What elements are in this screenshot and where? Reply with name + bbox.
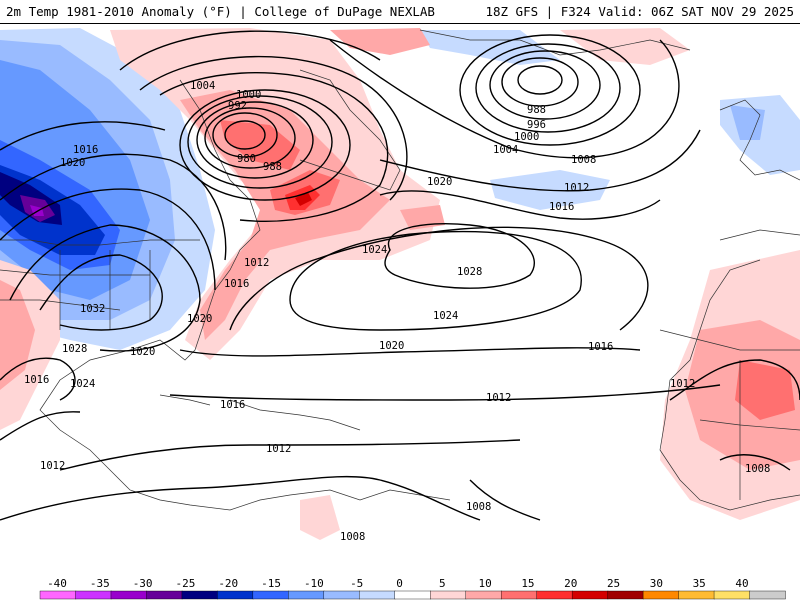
colorbar: -40 -35 -30 -25 -20 -15 -10 -5 0 5 10 15 20 25 30 35 40	[0, 576, 800, 600]
colorbar-tick-label: 0	[396, 577, 403, 590]
colorbar-swatch	[217, 590, 254, 600]
colorbar-swatch	[359, 590, 396, 600]
colorbar-swatch	[288, 590, 325, 600]
colorbar-tick-label: -25	[175, 577, 196, 590]
isobar-label: 1012	[564, 182, 589, 194]
isobars	[0, 30, 800, 521]
colorbar-swatch	[323, 590, 360, 600]
isobar-label: 1000	[236, 89, 261, 101]
isobar-label: 1028	[62, 343, 87, 355]
warm-anomaly-shading	[0, 28, 800, 540]
colorbar-swatch	[39, 590, 77, 600]
isobar-label: 1016	[220, 399, 245, 411]
colorbar-rects	[39, 590, 786, 600]
colorbar-swatch	[749, 590, 786, 600]
isobar-label: 992	[228, 100, 247, 112]
isobar-label: 996	[527, 119, 546, 131]
colorbar-tick-label: 30	[649, 577, 663, 590]
isobar-label: 1012	[486, 392, 511, 404]
map-header: 2m Temp 1981-2010 Anomaly (°F) | College…	[0, 0, 800, 24]
colorbar-swatch	[678, 590, 715, 600]
colorbar-swatch	[146, 590, 183, 600]
colorbar-tick-label: 25	[606, 577, 621, 590]
isobar-label: 1020	[187, 313, 212, 325]
colorbar-swatch	[713, 590, 751, 600]
isobar-label: 1016	[73, 144, 98, 156]
coastlines	[0, 29, 800, 511]
colorbar-tick-label: -40	[47, 577, 67, 590]
isobar-label: 1000	[514, 131, 539, 143]
colorbar-tick-label: -5	[350, 577, 364, 590]
isobar-label: 1008	[466, 501, 491, 513]
isobar-label: 1012	[244, 257, 269, 269]
isobar-label: 1028	[457, 266, 482, 278]
isobar-label: 1020	[130, 346, 155, 358]
colorbar-swatch	[252, 590, 290, 600]
isobar-label: 1020	[427, 176, 452, 188]
colorbar-tick-label: -15	[261, 577, 281, 590]
colorbar-tick-label: 35	[692, 577, 706, 590]
isobar-label: 1012	[266, 443, 291, 455]
colorbar-tick-label: 10	[478, 577, 492, 590]
isobar-label: 1016	[549, 201, 574, 213]
colorbar-tick-label: -20	[218, 577, 239, 590]
isobar-label: 1012	[670, 378, 695, 390]
colorbar-swatch	[571, 590, 609, 600]
colorbar-tick-label: 15	[521, 577, 535, 590]
colorbar-swatch	[536, 590, 573, 600]
isobar-label: 1012	[40, 460, 65, 472]
isobar-label: 1008	[571, 154, 596, 166]
isobar-label: 1008	[340, 531, 365, 543]
isobar-label: 1016	[588, 341, 613, 353]
colorbar-swatch	[110, 590, 148, 600]
isobar-label: 1024	[433, 310, 458, 322]
map-title: 2m Temp 1981-2010 Anomaly (°F) | College…	[6, 4, 435, 19]
isobar-label: 1008	[745, 463, 770, 475]
isobar-label: 1016	[24, 374, 49, 386]
colorbar-swatch	[642, 590, 680, 600]
colorbar-swatches	[39, 590, 786, 600]
colorbar-swatch	[465, 590, 502, 600]
colorbar-tick-label: -35	[89, 577, 110, 590]
isobar-labels: 1004 1000 992 980 988 988 996 1000 1004 …	[24, 80, 770, 543]
colorbar-tick-label: 40	[735, 577, 749, 590]
model-run-info: 18Z GFS | F324 Valid: 06Z SAT NOV 29 202…	[485, 4, 794, 19]
isobar-label: 1024	[362, 244, 387, 256]
colorbar-swatch	[430, 590, 467, 600]
isobar-label: 988	[527, 104, 546, 116]
isobar-label: 1032	[80, 303, 105, 315]
colorbar-tick-label: -30	[132, 577, 153, 590]
colorbar-swatch	[500, 590, 538, 600]
isobar-label: 1004	[493, 144, 518, 156]
colorbar-tick-label: -10	[303, 577, 324, 590]
isobar-label: 988	[263, 161, 282, 173]
colorbar-tick-label: 20	[564, 577, 578, 590]
isobar-label: 980	[237, 153, 256, 165]
weather-map: 1004 1000 992 980 988 988 996 1000 1004 …	[0, 28, 800, 543]
isobar-label: 1020	[379, 340, 404, 352]
colorbar-swatch	[181, 590, 219, 600]
isobar-label: 1020	[60, 157, 85, 169]
colorbar-swatch	[75, 590, 112, 600]
colorbar-tick-label: 5	[439, 577, 446, 590]
colorbar-swatch	[394, 590, 431, 600]
isobar-label: 1016	[224, 278, 249, 290]
colorbar-swatch	[607, 590, 644, 600]
isobar-label: 1004	[190, 80, 215, 92]
isobar-label: 1024	[70, 378, 95, 390]
